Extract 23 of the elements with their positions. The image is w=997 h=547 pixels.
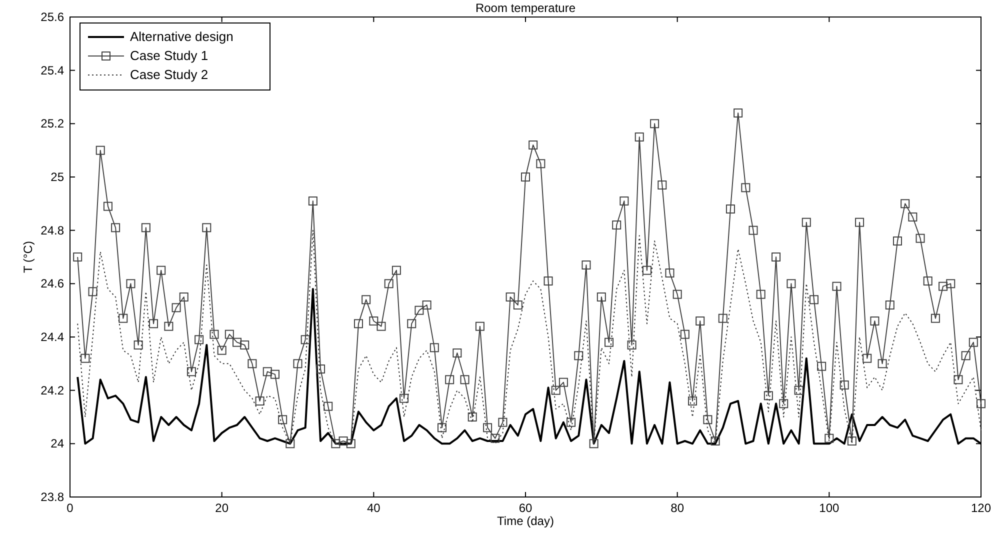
y-tick-label: 25.6	[40, 10, 64, 24]
x-tick-label: 0	[66, 501, 74, 515]
y-axis-title: T (°C)	[21, 241, 35, 273]
y-tick-label: 25.4	[40, 63, 64, 78]
y-tick-label: 24.2	[40, 383, 64, 398]
y-tick-label: 23.8	[40, 490, 64, 504]
legend-label: Alternative design	[130, 29, 234, 44]
x-tick-label: 100	[819, 501, 840, 515]
chart-title: Room temperature	[475, 1, 576, 15]
y-tick-label: 25	[50, 170, 64, 184]
x-tick-label: 60	[518, 501, 532, 515]
y-tick-label: 24.8	[40, 223, 64, 238]
x-axis-title: Time (day)	[497, 514, 554, 528]
y-tick-label: 25.2	[40, 116, 64, 131]
x-tick-label: 20	[215, 501, 229, 515]
y-tick-label: 24.4	[40, 330, 64, 344]
x-tick-label: 80	[670, 501, 684, 515]
legend-label: Case Study 2	[130, 67, 208, 82]
x-tick-label: 40	[366, 501, 381, 515]
y-tick-label: 24	[50, 436, 64, 451]
x-tick-label: 120	[970, 501, 992, 515]
y-tick-label: 24.6	[40, 276, 64, 291]
legend-label: Case Study 1	[130, 48, 208, 63]
